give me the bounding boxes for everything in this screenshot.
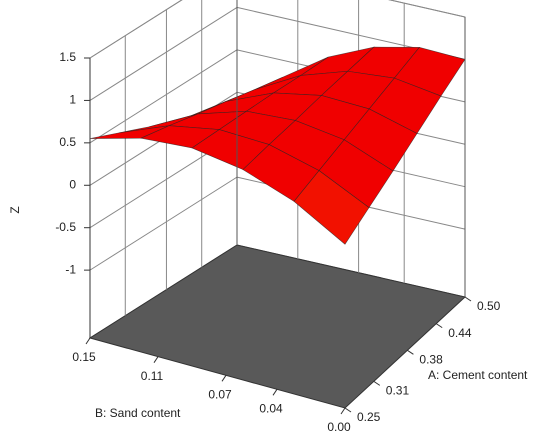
x-tick bbox=[373, 380, 381, 386]
x-tick-label: 0.25 bbox=[357, 410, 381, 424]
y-tick-label: 0.04 bbox=[259, 402, 283, 416]
x-tick bbox=[407, 349, 414, 355]
z-tick-label: -0.5 bbox=[55, 220, 76, 234]
y-tick-label: 0.15 bbox=[72, 350, 96, 364]
z-grid-line bbox=[89, 49, 238, 144]
y-tick bbox=[340, 407, 346, 415]
z-tick-label: 0.5 bbox=[59, 135, 76, 149]
z-grid-line bbox=[89, 7, 238, 101]
z-grid-line bbox=[89, 0, 183, 59]
z-tick-label: -1 bbox=[65, 262, 76, 276]
y-tick-label: 0.00 bbox=[327, 420, 351, 434]
y-tick-label: 0.07 bbox=[208, 388, 232, 402]
x-tick-label: 0.31 bbox=[386, 384, 410, 398]
z-axis-title: Z bbox=[8, 206, 22, 213]
z-tick-label: 1 bbox=[69, 93, 76, 107]
z-tick-label: 1.5 bbox=[59, 50, 76, 64]
x-tick bbox=[435, 323, 443, 329]
y-tick bbox=[85, 337, 91, 345]
surface-patch bbox=[293, 170, 370, 245]
x-tick bbox=[344, 407, 352, 413]
z-tick-label: 0 bbox=[69, 177, 76, 191]
x-tick bbox=[464, 296, 472, 302]
y-tick bbox=[221, 375, 227, 382]
z-grid-line bbox=[388, 0, 466, 18]
y-axis-title: B: Sand content bbox=[95, 406, 181, 420]
z-grid-line bbox=[89, 176, 238, 271]
x-axis-title: A: Cement content bbox=[428, 368, 528, 382]
x-tick-label: 0.50 bbox=[477, 299, 501, 313]
x-tick-label: 0.38 bbox=[419, 352, 443, 366]
y-tick bbox=[153, 356, 159, 363]
y-tick-label: 0.11 bbox=[141, 369, 164, 383]
y-tick bbox=[272, 389, 278, 396]
x-tick-label: 0.44 bbox=[448, 326, 472, 340]
